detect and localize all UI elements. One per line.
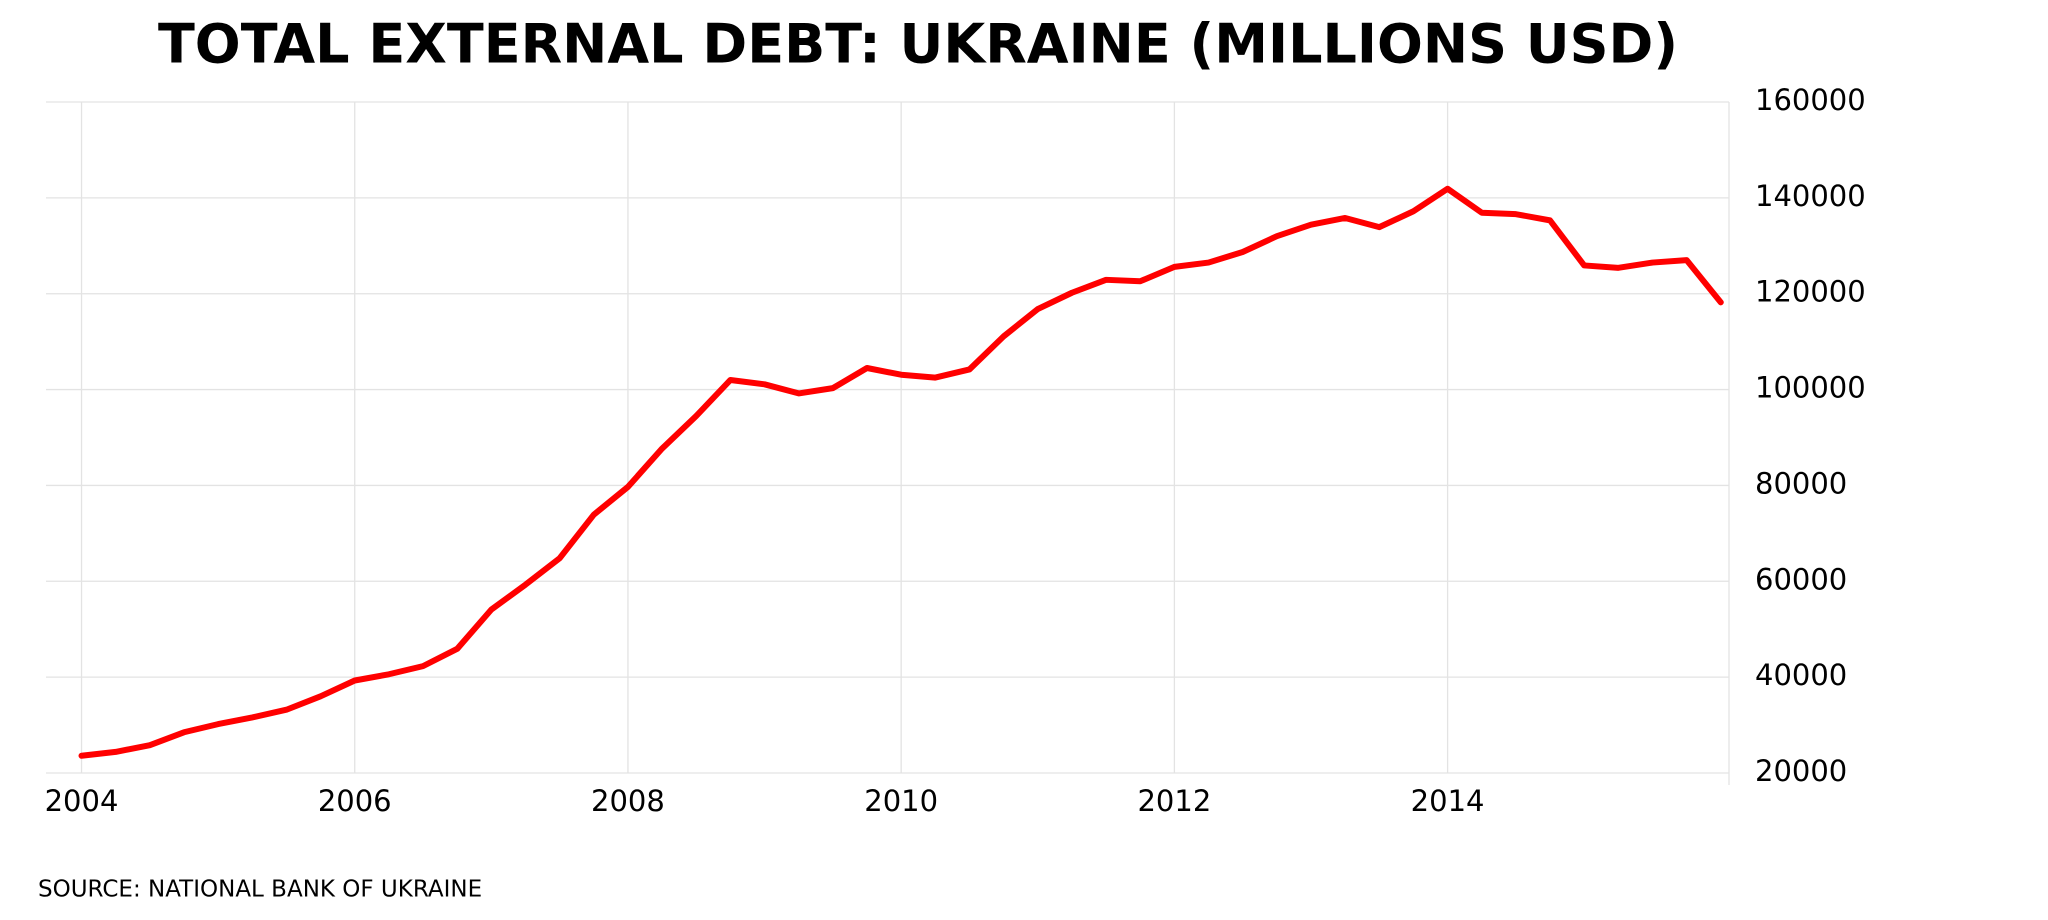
y-tick-label: 40000	[1755, 658, 1847, 692]
x-tick-label: 2006	[318, 784, 392, 818]
y-tick-label: 160000	[1755, 83, 1866, 117]
data-line	[78, 185, 1724, 759]
y-tick-label: 100000	[1755, 371, 1866, 405]
y-tick-label: 60000	[1755, 562, 1847, 596]
x-tick-label: 2012	[1137, 784, 1211, 818]
source-note: SOURCE: NATIONAL BANK OF UKRAINE	[38, 877, 482, 903]
y-tick-label: 140000	[1755, 179, 1866, 213]
chart-title: TOTAL EXTERNAL DEBT: UKRAINE (MILLIONS U…	[158, 13, 1678, 76]
y-tick-label: 20000	[1755, 754, 1847, 788]
y-tick-label: 120000	[1755, 275, 1866, 309]
x-tick-label: 2014	[1411, 784, 1485, 818]
y-tick-label: 80000	[1755, 466, 1847, 500]
x-tick-label: 2008	[591, 784, 665, 818]
x-tick-label: 2004	[45, 784, 119, 818]
x-tick-label: 2010	[864, 784, 938, 818]
